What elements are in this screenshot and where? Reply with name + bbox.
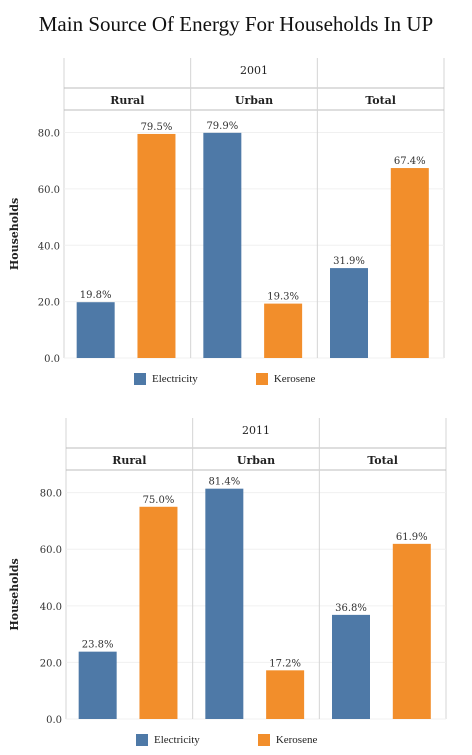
year-label: 2011 [242,424,270,437]
y-tick-label: 60.0 [40,545,62,556]
legend-swatch-electricity [136,734,148,746]
panel-header-total: Total [365,94,396,107]
legend-label-electricity: Electricity [154,734,200,746]
data-label: 17.2% [269,658,301,669]
legend-swatch-kerosene [255,373,268,385]
legend-label-kerosene: Kerosene [275,734,318,746]
legend-2011: Electricity Kerosene [136,734,375,746]
bar-kerosene-rural [137,133,176,358]
legend-label-electricity: Electricity [152,373,198,385]
legend-item-electricity: Electricity [134,373,198,385]
y-tick-label: 0.0 [46,715,62,726]
data-label: 19.3% [267,292,299,303]
legend-label-kerosene: Kerosene [273,373,316,385]
y-tick-label: 60.0 [38,185,60,196]
bar-electricity-rural [76,302,115,358]
panel-header-rural: Rural [112,454,146,467]
y-tick-label: 80.0 [38,129,60,140]
bar-electricity-urban [203,132,242,358]
data-label: 79.5% [141,122,173,133]
data-label: 67.4% [394,156,426,167]
bar-kerosene-urban [266,670,305,719]
bar-electricity-total [332,614,370,719]
panel-header-urban: Urban [237,454,275,467]
data-label: 23.8% [82,640,114,651]
bar-electricity-urban [205,488,244,719]
data-label: 81.4% [208,477,240,488]
y-tick-label: 40.0 [38,241,60,252]
bar-electricity-rural [78,651,117,719]
y-tick-label: 20.0 [40,658,62,669]
data-label: 31.9% [333,256,365,267]
legend-item-electricity: Electricity [136,734,200,746]
chart-2001: 2001 Households 0.0 20.0 40.0 60.0 80.0 Rural 19… [8,58,445,365]
bar-kerosene-urban [264,303,303,358]
panel-header-rural: Rural [110,94,144,107]
panel-header-total: Total [367,454,398,467]
bar-kerosene-total [392,543,431,719]
data-label: 75.0% [143,495,175,506]
legend-swatch-kerosene [257,734,270,746]
y-tick-label: 80.0 [40,489,62,500]
legend-2001: Electricity Kerosene [134,373,373,385]
data-label: 61.9% [396,532,428,543]
bar-kerosene-rural [139,506,178,719]
y-tick-label: 20.0 [38,298,60,309]
page-title: Main Source Of Energy For Households In … [38,12,434,36]
panel-header-urban: Urban [235,94,273,107]
legend-item-kerosene: Kerosene [257,734,318,746]
year-label: 2001 [240,64,268,77]
bar-electricity-total [330,268,368,358]
y-tick-label: 40.0 [40,602,62,613]
legend-swatch-electricity [134,373,146,385]
bar-kerosene-total [390,168,429,358]
y-axis-title: Households [8,198,21,270]
data-label: 19.8% [80,290,112,301]
y-tick-label: 0.0 [44,354,60,365]
y-axis-title: Households [8,558,21,630]
data-label: 79.9% [206,121,238,132]
legend-item-kerosene: Kerosene [255,373,316,385]
data-label: 36.8% [335,603,367,614]
